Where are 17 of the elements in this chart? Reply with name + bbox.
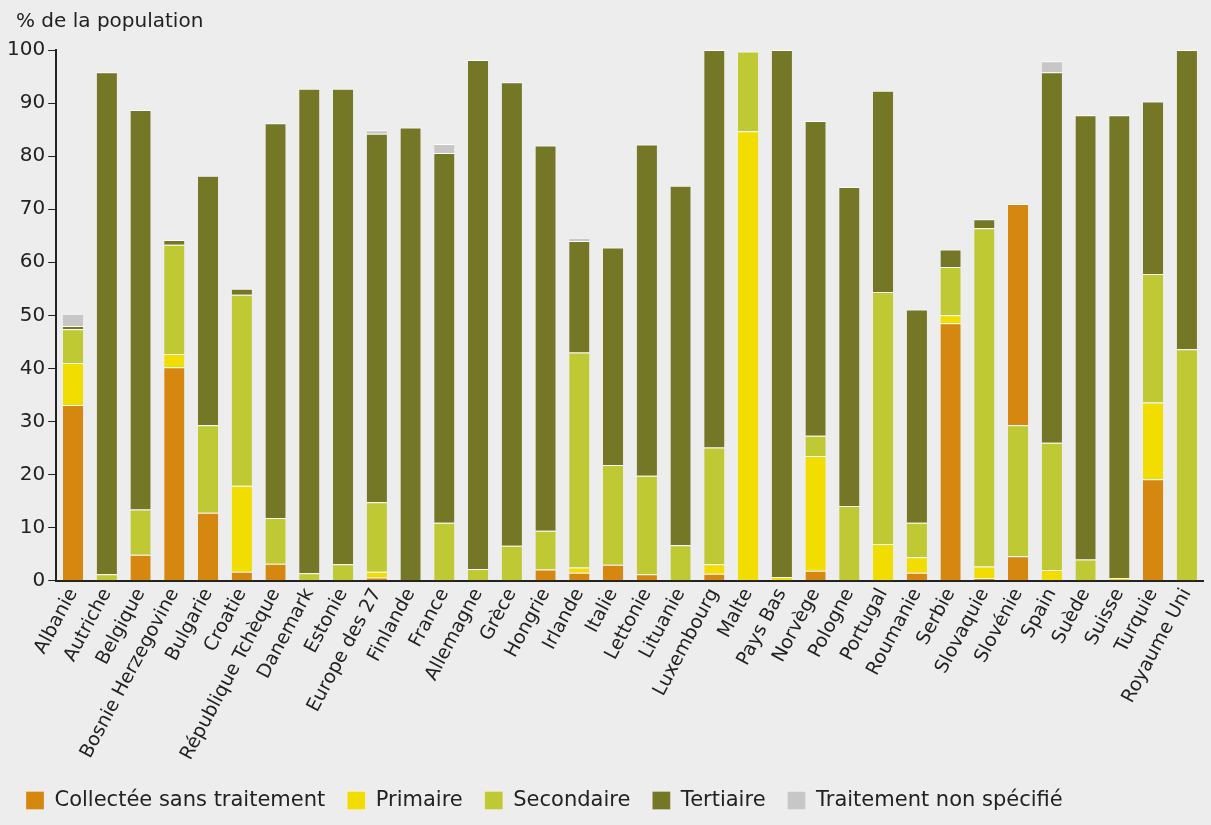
y-tick-label: 70 (19, 195, 46, 220)
y-tick-label: 80 (19, 142, 46, 167)
legend-label: Tertiaire (679, 786, 766, 811)
y-tick-label: 90 (19, 89, 46, 114)
y-tick-label: 10 (19, 513, 46, 538)
y-tick-label: 0 (32, 566, 46, 591)
legend-label: Secondaire (513, 786, 631, 811)
legend-label: Primaire (375, 786, 463, 811)
legend-label: Traitement non spécifié (815, 786, 1063, 811)
y-axis-title: % de la population (16, 8, 204, 33)
y-tick-label: 30 (19, 407, 46, 432)
y-tick-label: 60 (19, 248, 46, 273)
y-tick-label: 20 (19, 460, 46, 485)
legend-label: Collectée sans traitement (54, 786, 326, 811)
y-tick-label: 100 (6, 36, 46, 61)
y-tick-label: 50 (19, 301, 46, 326)
y-tick-label: 40 (19, 354, 46, 379)
